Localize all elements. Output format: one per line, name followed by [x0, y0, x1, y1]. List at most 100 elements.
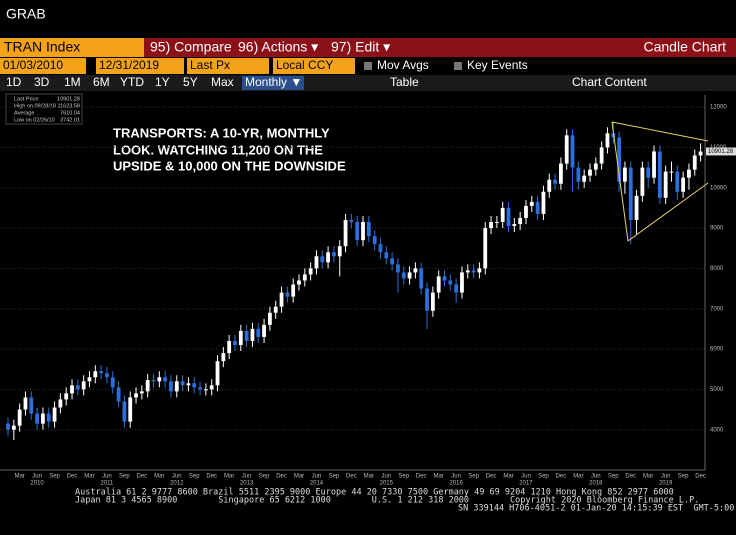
annotation: LOOK. WATCHING 11,200 ON THE	[113, 142, 323, 157]
candle-body	[425, 288, 429, 311]
candle-body	[355, 222, 360, 241]
x-tick-label: Dec	[346, 474, 357, 480]
ticker[interactable]: TRAN Index	[4, 39, 80, 55]
candle-body	[628, 167, 633, 220]
x-year-label: 2011	[100, 481, 114, 487]
compare-menu[interactable]: 95) Compare	[150, 39, 232, 55]
candle-body	[326, 252, 330, 263]
x-tick-label: Jun	[521, 474, 531, 480]
x-tick-label: Sep	[538, 474, 549, 480]
mov-avgs[interactable]: Mov Avgs	[377, 58, 429, 72]
currency[interactable]: Local CCY	[276, 58, 333, 72]
checkbox[interactable]	[364, 62, 372, 70]
x-tick-label: Dec	[416, 474, 427, 480]
trend-line	[611, 121, 709, 142]
candle-body	[279, 292, 284, 307]
candle-body	[215, 361, 220, 386]
range-tab[interactable]: 5Y	[183, 75, 198, 89]
candle-body	[640, 167, 645, 196]
x-year-label: 2012	[170, 481, 184, 487]
candle-body	[157, 377, 162, 382]
candle-body	[518, 217, 523, 225]
candle-body	[291, 284, 296, 297]
x-tick-label: Sep	[259, 474, 270, 480]
candle-body	[256, 328, 261, 337]
candle-body	[535, 201, 540, 214]
footer: Australia 61 2 9777 8600 Brazil 5511 239…	[75, 488, 674, 498]
x-tick-label: Sep	[49, 474, 60, 480]
legend-value: 10901.28	[57, 96, 80, 102]
candle-body	[430, 292, 435, 311]
x-tick-label: Mar	[364, 474, 374, 480]
candle-body	[623, 167, 627, 182]
table-tab[interactable]: Table	[390, 75, 419, 89]
trend-line	[627, 182, 709, 242]
candle-body	[11, 425, 16, 430]
range-tab[interactable]: 1D	[6, 75, 22, 89]
candle-body	[663, 171, 668, 198]
range-tab[interactable]: 1M	[64, 75, 81, 89]
checkbox[interactable]	[454, 62, 462, 70]
candle-body	[541, 191, 546, 214]
range-tab[interactable]: 3D	[34, 75, 50, 89]
annotation: TRANSPORTS: A 10-YR, MONTHLY	[113, 125, 330, 140]
x-tick-label: Dec	[625, 474, 636, 480]
range-tab[interactable]: YTD	[120, 75, 144, 89]
x-tick-label: Mar	[573, 474, 583, 480]
currency-box[interactable]	[273, 58, 355, 74]
candle-body	[70, 385, 74, 394]
chart-content-tab[interactable]: Chart Content	[572, 75, 647, 89]
x-tick-label: Sep	[189, 474, 200, 480]
legend-box	[5, 93, 83, 125]
candle-body	[483, 228, 488, 269]
candle-body	[489, 222, 493, 229]
candle-body	[81, 381, 86, 390]
candle-body	[692, 155, 697, 170]
candle-body	[46, 413, 51, 422]
candle-body	[460, 272, 464, 293]
candle-body	[669, 171, 674, 173]
x-tick-label: Mar	[84, 474, 94, 480]
start-date[interactable]: 01/03/2010	[3, 58, 63, 72]
candle-body	[262, 324, 266, 337]
candle-body	[681, 177, 686, 192]
candle-body	[29, 397, 34, 414]
candle-body	[599, 147, 604, 164]
actions-menu[interactable]: 96) Actions ▾	[238, 39, 318, 55]
range-tab[interactable]: Max	[211, 75, 234, 89]
legend-label: High on 09/28/18	[14, 103, 56, 109]
edit-menu[interactable]: 97) Edit ▾	[331, 39, 390, 55]
candle-body	[221, 353, 226, 362]
x-tick-label: Dec	[67, 474, 78, 480]
legend-label: Low on 02/26/10	[14, 117, 55, 123]
candle-body	[198, 387, 202, 390]
candle-body	[116, 387, 121, 402]
candle-body	[203, 389, 208, 391]
candle-body	[634, 195, 639, 220]
candle-body	[320, 256, 325, 263]
candle-body	[617, 137, 621, 182]
y-tick-label: 7000	[710, 306, 724, 312]
x-tick-label: Jun	[32, 474, 42, 480]
range-tab[interactable]: 1Y	[155, 75, 170, 89]
end-date-box[interactable]	[96, 58, 184, 74]
last-price-tag	[706, 147, 736, 156]
candle-body	[646, 167, 651, 178]
period[interactable]: Monthly ▼	[245, 75, 302, 89]
candle-body	[401, 272, 406, 279]
field-box[interactable]	[187, 58, 269, 74]
field[interactable]: Last Px	[190, 58, 230, 72]
candle-body	[169, 381, 173, 392]
candle-body	[506, 207, 511, 227]
start-date-box[interactable]	[0, 58, 86, 74]
key-events[interactable]: Key Events	[467, 58, 528, 72]
candle-body	[576, 167, 581, 182]
end-date[interactable]: 12/31/2019	[99, 58, 159, 72]
candle-body	[297, 280, 301, 285]
ticker-box[interactable]	[0, 38, 144, 57]
candle-body	[588, 169, 592, 176]
range-tab[interactable]: 6M	[93, 75, 110, 89]
x-tick-label: Jun	[591, 474, 601, 480]
period-box[interactable]	[242, 76, 304, 90]
